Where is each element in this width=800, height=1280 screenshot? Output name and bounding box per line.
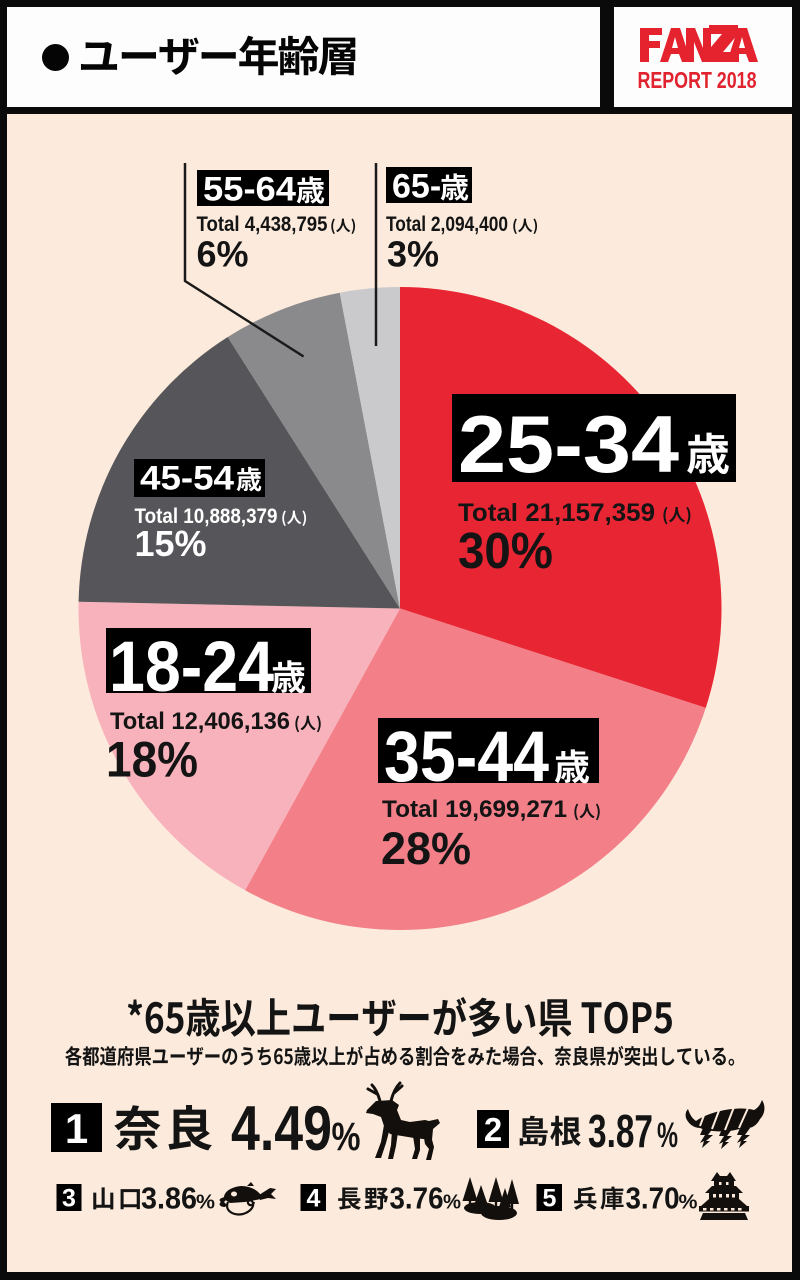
svg-text:3.87: 3.87 [588, 1105, 653, 1157]
svg-text:1: 1 [65, 1105, 88, 1152]
svg-text:30%: 30% [458, 522, 553, 579]
svg-text:REPORT 2018: REPORT 2018 [638, 67, 757, 93]
svg-text:3%: 3% [387, 234, 439, 275]
svg-text:45-54: 45-54 [140, 460, 234, 498]
svg-text:Total 19,699,271: Total 19,699,271 [382, 796, 567, 823]
svg-text:%: % [679, 1192, 698, 1214]
svg-text:18-24: 18-24 [109, 628, 274, 707]
svg-text:15%: 15% [135, 523, 207, 564]
svg-text:%: % [657, 1116, 678, 1155]
svg-text:%: % [332, 1115, 361, 1159]
svg-text:55-64: 55-64 [203, 171, 296, 209]
svg-text:3.70: 3.70 [626, 1181, 680, 1216]
svg-text:Total 10,888,379: Total 10,888,379 [135, 505, 278, 528]
svg-text:%: % [443, 1192, 461, 1214]
svg-text:Total 12,406,136: Total 12,406,136 [110, 708, 290, 735]
svg-text:35-44: 35-44 [384, 718, 549, 797]
svg-text:3.76: 3.76 [390, 1181, 444, 1216]
svg-text:Total 4,438,795: Total 4,438,795 [197, 213, 328, 236]
svg-text:Total 21,157,359: Total 21,157,359 [458, 499, 655, 527]
svg-text:18%: 18% [106, 732, 198, 788]
svg-text:3.86: 3.86 [141, 1181, 197, 1216]
svg-text:4.49: 4.49 [231, 1094, 332, 1164]
svg-text:%: % [196, 1192, 215, 1214]
svg-text:65-: 65- [392, 168, 441, 206]
svg-text:28%: 28% [381, 823, 471, 874]
svg-text:25-34: 25-34 [458, 400, 679, 490]
svg-text:6%: 6% [197, 234, 249, 275]
svg-text:Total 2,094,400: Total 2,094,400 [386, 213, 508, 236]
svg-text:5: 5 [543, 1185, 557, 1213]
svg-text:2: 2 [484, 1111, 502, 1148]
svg-text:4: 4 [307, 1185, 321, 1213]
svg-text:3: 3 [62, 1185, 76, 1213]
